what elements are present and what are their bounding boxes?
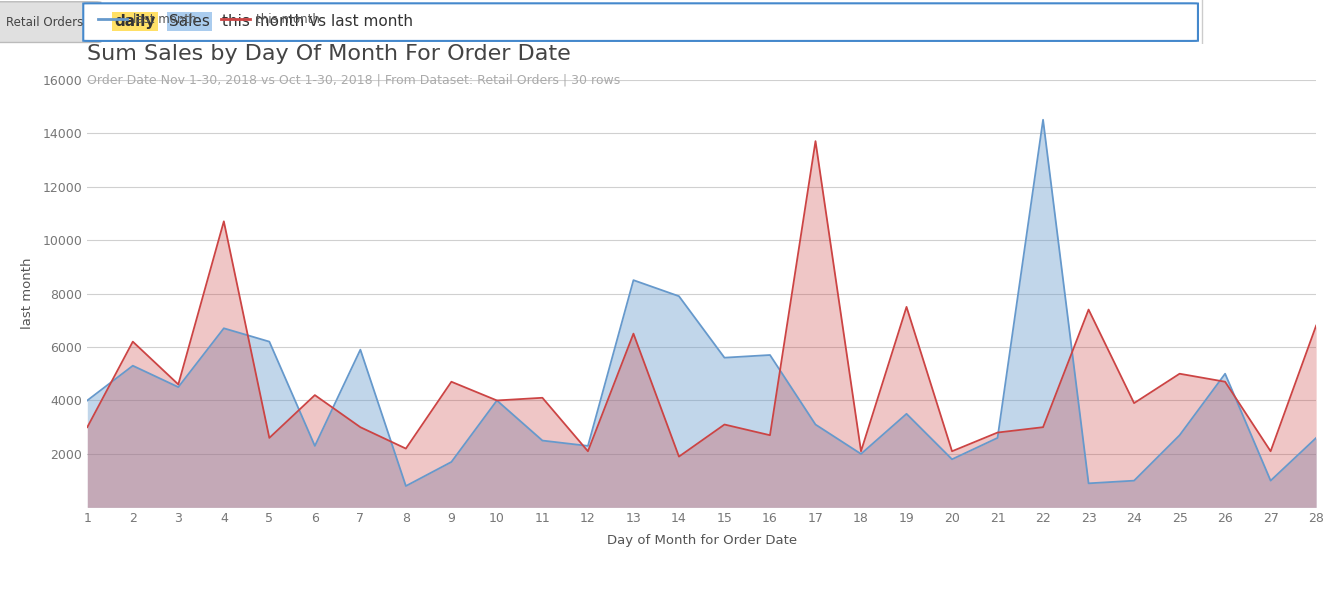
- Y-axis label: last month: last month: [21, 258, 34, 329]
- Text: Sum Sales by Day Of Month For Order Date: Sum Sales by Day Of Month For Order Date: [87, 44, 571, 64]
- FancyBboxPatch shape: [83, 4, 1198, 41]
- Text: Retail Orders: Retail Orders: [5, 15, 83, 29]
- X-axis label: Day of Month for Order Date: Day of Month for Order Date: [607, 533, 796, 546]
- Text: this month vs last month: this month vs last month: [222, 14, 412, 29]
- FancyBboxPatch shape: [0, 2, 101, 42]
- Text: Order Date Nov 1-30, 2018 vs Oct 1-30, 2018 | From Dataset: Retail Orders | 30 r: Order Date Nov 1-30, 2018 vs Oct 1-30, 2…: [87, 74, 620, 87]
- Legend: last month, this month: last month, this month: [93, 9, 325, 31]
- Text: daily: daily: [114, 14, 156, 29]
- Text: Sales: Sales: [169, 14, 210, 29]
